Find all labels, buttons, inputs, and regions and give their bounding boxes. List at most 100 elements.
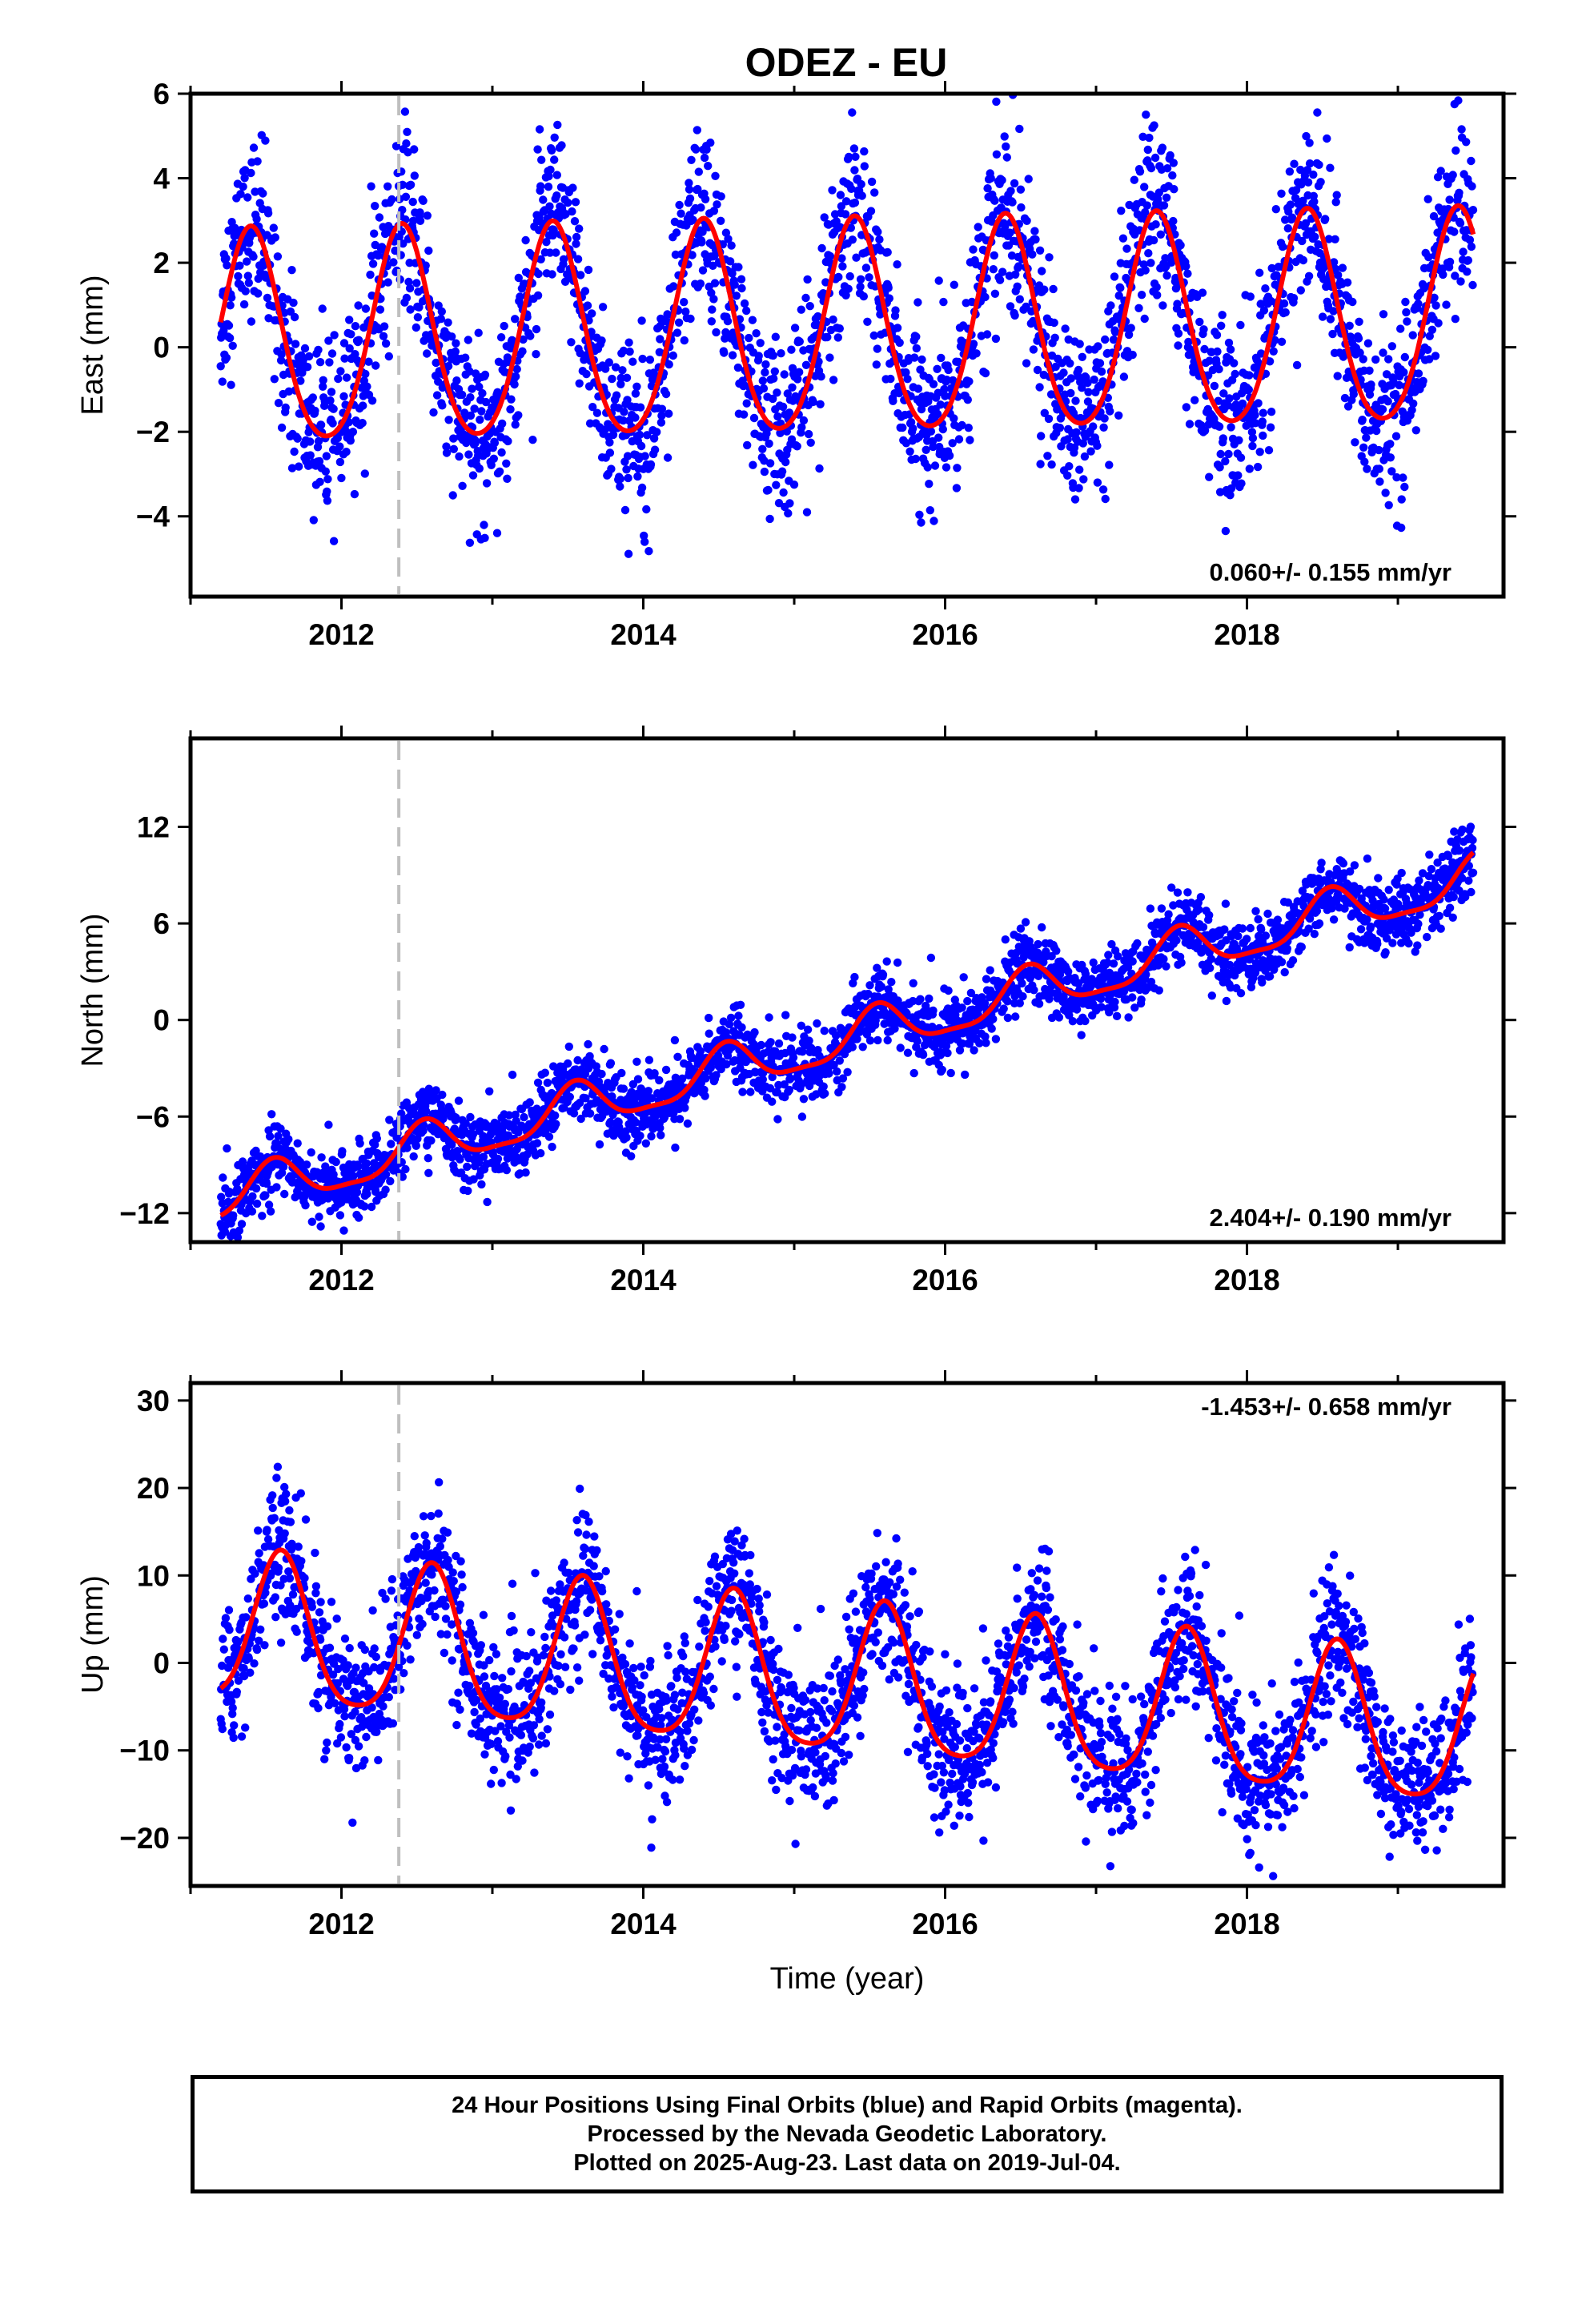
data-point (1105, 460, 1114, 469)
data-point (1436, 167, 1445, 175)
data-point (608, 430, 618, 440)
data-point (952, 484, 962, 493)
data-point (1304, 271, 1314, 280)
data-point (943, 1048, 952, 1058)
data-point (1234, 471, 1243, 480)
data-point (992, 150, 1002, 159)
data-point (1451, 271, 1460, 280)
data-point (813, 312, 822, 321)
data-point (926, 953, 936, 963)
data-point (293, 434, 302, 443)
data-point (1074, 484, 1083, 493)
data-point (607, 464, 616, 473)
data-point (1028, 250, 1037, 259)
data-point (1218, 311, 1227, 320)
data-point (225, 333, 235, 343)
data-point (1246, 923, 1255, 933)
data-point (1221, 526, 1231, 536)
data-point (969, 340, 978, 348)
data-point (734, 1011, 743, 1020)
data-point (379, 332, 388, 340)
data-point (1355, 348, 1364, 357)
data-point (820, 213, 829, 222)
data-point (595, 1140, 604, 1149)
data-point (772, 480, 781, 489)
data-point (617, 1068, 626, 1078)
data-point (536, 182, 545, 191)
data-point (958, 1003, 966, 1012)
data-point (1173, 888, 1182, 897)
data-point (737, 1023, 746, 1032)
data-point (1454, 96, 1463, 105)
data-point (1047, 460, 1056, 469)
data-point (944, 986, 953, 995)
data-point (1281, 215, 1290, 224)
data-point (338, 1147, 347, 1156)
data-point (1094, 342, 1102, 351)
data-point (1329, 258, 1339, 267)
data-point (944, 365, 953, 375)
data-point (1258, 978, 1267, 987)
data-point (825, 1069, 833, 1078)
data-point (448, 491, 457, 500)
data-point (409, 216, 418, 225)
data-point (1167, 258, 1176, 267)
data-point (758, 1075, 767, 1084)
data-point (1363, 464, 1371, 473)
data-point (479, 1152, 488, 1161)
data-point (1277, 337, 1287, 346)
data-point (1133, 939, 1142, 948)
data-point (1451, 315, 1460, 324)
data-point (1031, 235, 1040, 244)
data-point (769, 374, 778, 383)
data-point (1386, 453, 1395, 462)
data-point (851, 152, 860, 161)
data-point (402, 139, 411, 148)
data-point (279, 1162, 288, 1172)
data-point (646, 460, 656, 469)
data-point (419, 196, 428, 205)
data-point (799, 1095, 809, 1104)
data-point (1468, 206, 1478, 215)
data-point (265, 1132, 275, 1141)
data-point (1100, 414, 1109, 423)
data-point (324, 336, 333, 345)
data-point (243, 193, 252, 202)
data-point (1434, 319, 1443, 328)
data-point (1236, 320, 1245, 330)
data-point (707, 317, 716, 326)
data-point (948, 439, 957, 448)
y-tick-label: 4 (153, 163, 170, 195)
data-point (1333, 372, 1342, 380)
data-point (620, 505, 630, 515)
data-point (1238, 924, 1247, 933)
data-point (300, 344, 310, 353)
data-point (307, 1217, 316, 1226)
data-point (548, 1142, 556, 1152)
data-point (1365, 390, 1375, 399)
data-point (1384, 501, 1393, 509)
data-point (1313, 108, 1322, 117)
data-point (781, 457, 790, 467)
data-point (1065, 462, 1074, 471)
data-point (675, 1115, 685, 1124)
data-point (724, 235, 733, 243)
data-point (921, 445, 930, 454)
data-point (1351, 438, 1359, 447)
data-point (964, 424, 974, 432)
data-point (821, 278, 830, 287)
data-point (580, 287, 590, 296)
data-point (302, 1160, 311, 1169)
data-point (1414, 300, 1423, 308)
data-point (576, 348, 584, 358)
data-point (518, 347, 527, 356)
data-point (1210, 381, 1219, 391)
data-point (1083, 378, 1092, 388)
data-point (1324, 235, 1334, 243)
data-point (452, 339, 460, 348)
data-point (536, 255, 545, 263)
data-point (1174, 341, 1182, 350)
data-point (1453, 40, 1461, 48)
data-point (720, 348, 729, 357)
data-point (844, 284, 853, 293)
